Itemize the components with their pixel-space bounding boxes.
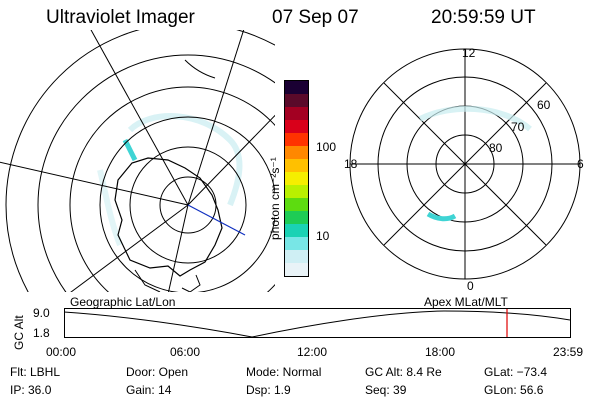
time-tick-1200: 12:00 bbox=[297, 345, 328, 359]
ip-info: IP: 36.0 bbox=[10, 383, 52, 397]
color-scale-segment bbox=[285, 185, 308, 198]
meridian-line bbox=[90, 30, 189, 206]
altitude-tick-min: 1.8 bbox=[33, 326, 50, 340]
color-scale-segment bbox=[285, 250, 308, 263]
mlt-label-6: 6 bbox=[577, 157, 584, 171]
mlat-label-60: 60 bbox=[537, 98, 551, 112]
meridian-line bbox=[0, 161, 189, 206]
color-scale-segment bbox=[285, 211, 308, 224]
meridian-line bbox=[187, 114, 275, 206]
color-scale-segment bbox=[285, 94, 308, 107]
antarctic-peninsula bbox=[134, 269, 161, 292]
altitude-curve bbox=[64, 310, 571, 338]
latitude-circle bbox=[99, 116, 275, 292]
observation-time: 20:59:59 UT bbox=[431, 7, 536, 28]
latitude-circle bbox=[5, 30, 275, 292]
observation-date: 07 Sep 07 bbox=[272, 7, 359, 28]
magnetic-caption: Apex MLat/MLT bbox=[424, 295, 508, 309]
color-scale-segment bbox=[285, 224, 308, 237]
altitude-axis-label: GC Alt bbox=[12, 315, 26, 350]
altitude-plot-frame bbox=[64, 308, 571, 338]
gc-alt-info: GC Alt: 8.4 Re bbox=[365, 365, 442, 379]
magnetic-polar-plot bbox=[349, 48, 581, 280]
meridian-line bbox=[187, 30, 245, 206]
mode-info: Mode: Normal bbox=[246, 365, 322, 379]
dsp-info: Dsp: 1.9 bbox=[246, 383, 291, 397]
meridian-line bbox=[70, 204, 189, 292]
latitude-circle bbox=[129, 146, 247, 264]
geographic-caption: Geographic Lat/Lon bbox=[70, 295, 176, 309]
door-info: Door: Open bbox=[126, 365, 189, 379]
aurora-oval-top bbox=[418, 105, 532, 132]
color-scale-segment bbox=[285, 133, 308, 146]
color-scale-segment bbox=[285, 172, 308, 185]
instrument-title: Ultraviolet Imager bbox=[46, 7, 195, 28]
aurora-oval-bottom bbox=[426, 211, 457, 222]
color-scale-segment bbox=[285, 120, 308, 133]
mlt-label-0: 0 bbox=[467, 279, 474, 293]
color-scale-segment bbox=[285, 198, 308, 211]
meridian-line bbox=[167, 204, 189, 292]
mlat-label-80: 80 bbox=[489, 141, 503, 155]
color-scale-segment bbox=[285, 107, 308, 120]
mlt-line-diag bbox=[383, 82, 547, 246]
filter-info: Flt: LBHL bbox=[10, 365, 61, 379]
latitude-circle bbox=[69, 86, 275, 292]
time-tick-0000: 00:00 bbox=[46, 345, 77, 359]
color-scale-segment bbox=[285, 146, 308, 159]
latitude-circle bbox=[37, 54, 275, 292]
mlat-label-70: 70 bbox=[511, 120, 525, 134]
time-tick-0600: 06:00 bbox=[170, 345, 201, 359]
africa-coast bbox=[184, 59, 216, 79]
altitude-tick-max: 9.0 bbox=[33, 306, 50, 320]
glat-info: GLat: −73.4 bbox=[484, 365, 548, 379]
seq-info: Seq: 39 bbox=[365, 383, 407, 397]
aurora-glow bbox=[122, 138, 138, 162]
south-america-coast bbox=[181, 274, 201, 292]
color-scale-segment bbox=[285, 159, 308, 172]
mlt-label-18: 18 bbox=[344, 157, 358, 171]
aurora-glow bbox=[127, 113, 243, 207]
color-scale-segment bbox=[285, 263, 308, 276]
aurora-glow bbox=[97, 169, 123, 247]
mlt-label-12: 12 bbox=[462, 46, 476, 60]
altitude-plot bbox=[64, 308, 571, 338]
glon-info: GLon: 56.6 bbox=[484, 383, 544, 397]
colorbar-tick-100: 100 bbox=[316, 140, 337, 154]
geographic-map bbox=[0, 30, 275, 292]
terminator-line bbox=[187, 204, 246, 236]
color-scale-bar bbox=[284, 80, 309, 277]
colorbar-tick-10: 10 bbox=[316, 229, 330, 243]
antarctica-coastline bbox=[114, 157, 223, 277]
time-tick-2359: 23:59 bbox=[553, 345, 584, 359]
color-scale-segment bbox=[285, 81, 308, 94]
colorbar-unit-label: photon cm⁻²s⁻¹ bbox=[268, 157, 282, 240]
time-tick-1800: 18:00 bbox=[425, 345, 456, 359]
gain-info: Gain: 14 bbox=[126, 383, 172, 397]
color-scale-segment bbox=[285, 237, 308, 250]
